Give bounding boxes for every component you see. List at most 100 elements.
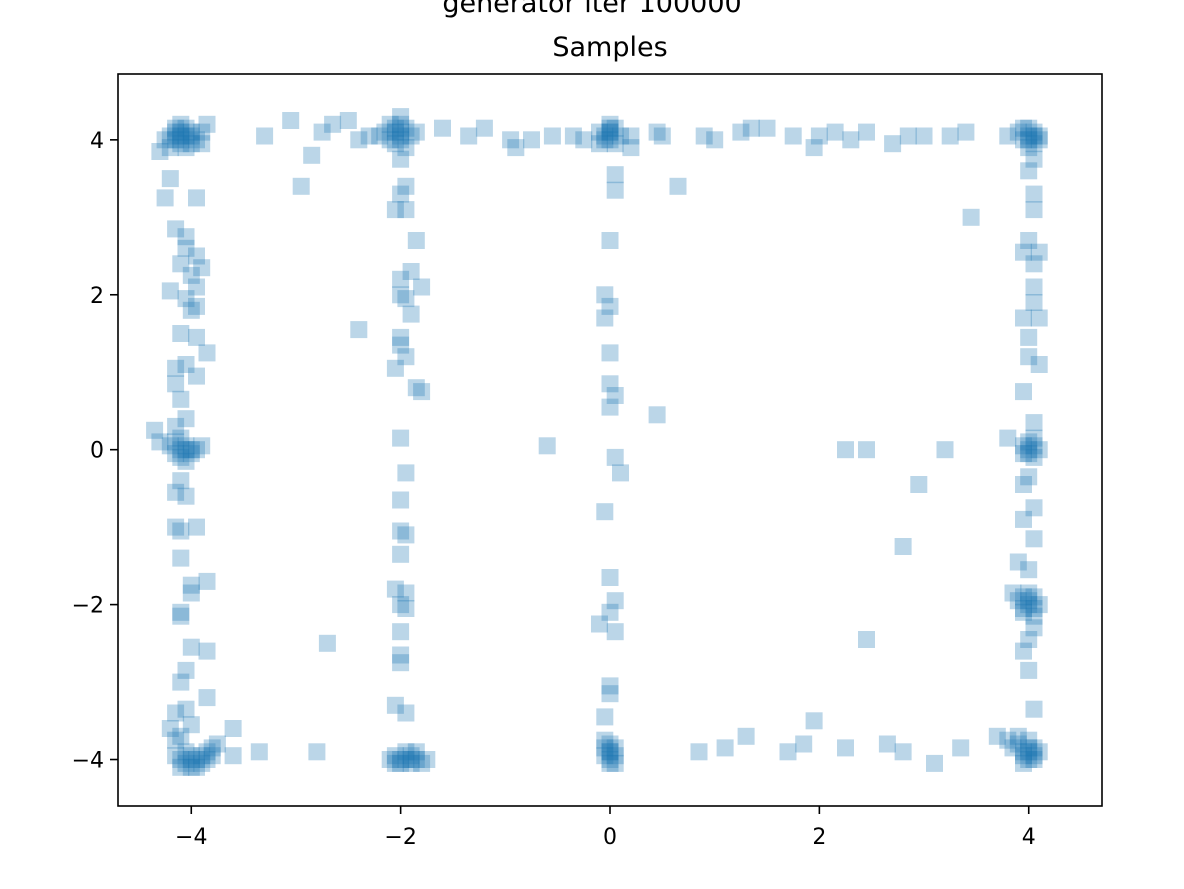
data-point <box>622 127 640 145</box>
data-point <box>188 247 205 265</box>
data-point <box>392 127 410 145</box>
data-point <box>1009 735 1027 753</box>
data-point <box>1015 642 1032 660</box>
data-point <box>182 441 200 459</box>
data-point <box>706 131 724 149</box>
data-point <box>167 433 185 451</box>
data-point <box>318 634 336 652</box>
data-point <box>1015 383 1032 401</box>
data-point <box>810 127 828 145</box>
data-point <box>596 309 614 327</box>
y-tick-label: 2 <box>90 284 104 309</box>
data-point <box>397 526 415 544</box>
data-point <box>858 123 875 141</box>
chart-title: Samples <box>552 32 667 63</box>
points-layer <box>146 108 1048 776</box>
data-point <box>1025 448 1043 466</box>
x-tick-label: −2 <box>384 825 416 850</box>
data-point <box>596 286 614 304</box>
data-point <box>606 387 624 404</box>
data-point <box>167 731 185 749</box>
data-point <box>1025 127 1043 145</box>
data-point <box>601 375 619 393</box>
data-point <box>653 127 671 145</box>
data-point <box>884 135 902 153</box>
data-point <box>182 576 200 594</box>
x-tick-label: 2 <box>812 825 826 850</box>
data-point <box>591 123 608 141</box>
data-point <box>575 131 593 149</box>
data-point <box>915 127 933 145</box>
data-point <box>612 127 629 145</box>
data-point <box>402 305 420 323</box>
data-point <box>167 119 185 137</box>
data-point <box>182 758 200 776</box>
data-point <box>418 751 436 768</box>
data-point <box>177 356 195 373</box>
data-point <box>1015 603 1032 621</box>
data-point <box>1025 185 1043 203</box>
data-point <box>669 177 687 195</box>
data-point <box>1020 743 1038 761</box>
data-point <box>188 751 205 768</box>
data-point <box>1025 739 1043 757</box>
data-point <box>601 123 619 141</box>
data-point <box>606 747 624 765</box>
data-point <box>1009 553 1027 571</box>
data-point <box>172 603 190 621</box>
data-point <box>172 751 190 768</box>
data-point <box>156 189 174 207</box>
data-point <box>596 739 614 757</box>
data-point <box>386 119 404 137</box>
data-point <box>601 743 619 761</box>
data-point <box>758 119 776 137</box>
data-point <box>172 131 190 149</box>
data-point <box>172 472 190 490</box>
data-point <box>606 119 624 137</box>
data-point <box>161 170 179 188</box>
data-point <box>413 278 431 296</box>
data-point <box>167 483 185 501</box>
data-point <box>177 452 195 470</box>
data-point <box>386 359 404 377</box>
data-point <box>1004 584 1022 602</box>
data-point <box>999 127 1017 145</box>
data-point <box>182 638 200 656</box>
data-point <box>177 441 195 459</box>
data-point <box>523 131 540 149</box>
data-point <box>397 201 415 219</box>
data-point <box>392 115 410 133</box>
data-point <box>313 123 331 141</box>
data-point <box>460 127 478 145</box>
data-point <box>957 123 975 141</box>
data-point <box>606 181 624 199</box>
data-point <box>894 743 912 761</box>
data-point <box>402 263 420 280</box>
data-point <box>172 549 190 567</box>
data-point <box>952 739 970 757</box>
data-point <box>407 751 425 768</box>
data-point <box>397 743 415 761</box>
data-point <box>936 441 954 459</box>
data-point <box>167 131 185 149</box>
data-point <box>392 270 410 288</box>
data-point <box>1025 414 1043 432</box>
data-point <box>475 119 493 137</box>
data-point <box>606 135 624 153</box>
data-point <box>392 596 410 614</box>
data-point <box>407 743 425 761</box>
data-point <box>172 429 190 447</box>
data-point <box>1015 747 1032 765</box>
data-point <box>1030 356 1048 373</box>
data-point <box>381 751 399 768</box>
data-point <box>962 208 980 226</box>
data-point <box>350 131 368 149</box>
data-point <box>1020 661 1038 679</box>
data-point <box>1020 232 1038 249</box>
data-point <box>402 751 420 768</box>
data-point <box>303 146 321 164</box>
data-point <box>1025 607 1043 625</box>
data-point <box>397 177 415 195</box>
data-point <box>502 131 520 149</box>
data-point <box>402 754 420 772</box>
